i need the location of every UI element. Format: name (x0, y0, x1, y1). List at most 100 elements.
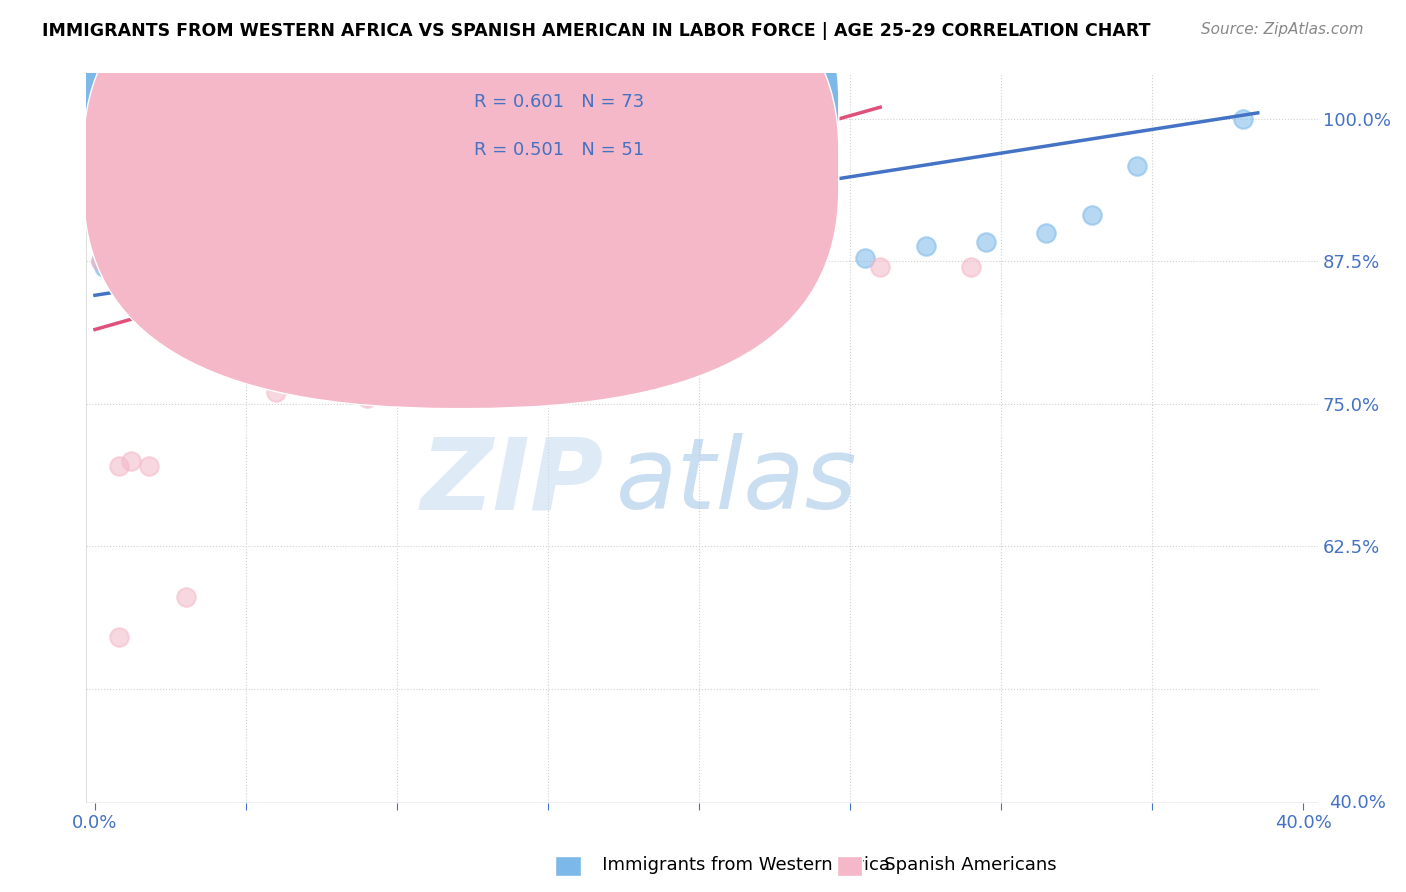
Point (959, 260, 981, 274)
Point (105, 254, 128, 268)
Point (114, 268, 136, 283)
Point (105, 262, 128, 277)
Point (150, 254, 173, 268)
Point (127, 254, 149, 268)
Point (96, 243, 118, 257)
Point (98, 248, 121, 262)
Point (90, 254, 112, 268)
Point (1126, 160, 1149, 174)
Point (461, 273, 484, 287)
Point (385, 277, 408, 291)
Point (264, 385, 287, 400)
Point (340, 376, 363, 390)
Point (159, 219, 181, 234)
Bar (450, 91, 720, 194)
Point (98, 254, 121, 268)
FancyBboxPatch shape (83, 0, 839, 359)
Point (162, 260, 184, 274)
Point (108, 251, 131, 265)
Point (114, 262, 136, 277)
Point (174, 591, 197, 605)
Point (153, 254, 176, 268)
Point (264, 191, 287, 205)
Point (111, 258, 134, 272)
Point (551, 251, 574, 265)
Point (974, 235, 997, 249)
Point (111, 268, 134, 283)
Point (204, 317, 226, 331)
Point (145, 258, 167, 272)
Point (853, 251, 876, 265)
Point (522, 283, 544, 297)
Point (217, 248, 239, 262)
Text: 40.0%: 40.0% (1329, 794, 1386, 812)
Point (93, 254, 115, 268)
Point (108, 459, 131, 474)
Point (108, 254, 131, 268)
Point (295, 317, 318, 331)
Point (198, 277, 221, 291)
FancyBboxPatch shape (83, 0, 839, 409)
Point (190, 260, 212, 274)
Point (98, 260, 121, 274)
Point (733, 251, 755, 265)
Text: atlas: atlas (616, 433, 858, 530)
Text: Immigrants from Western Africa: Immigrants from Western Africa (562, 855, 890, 873)
Point (174, 258, 197, 272)
Point (129, 260, 152, 274)
Point (193, 260, 215, 274)
Point (138, 260, 160, 274)
Point (240, 273, 263, 287)
Point (127, 262, 149, 277)
Point (105, 251, 128, 265)
Point (250, 260, 273, 274)
Point (869, 260, 891, 274)
Point (280, 260, 302, 274)
Point (356, 391, 378, 405)
Point (132, 258, 155, 272)
Point (114, 260, 136, 274)
Point (748, 260, 770, 274)
Point (111, 260, 134, 274)
Point (169, 293, 191, 308)
Point (627, 260, 650, 274)
Point (416, 260, 439, 274)
Point (122, 260, 145, 274)
Point (141, 260, 163, 274)
Point (105, 246, 128, 260)
Text: R = 0.501   N = 51: R = 0.501 N = 51 (474, 141, 644, 159)
Text: R = 0.501   N = 51: R = 0.501 N = 51 (474, 141, 644, 159)
Point (114, 254, 136, 268)
Text: R = 0.601   N = 73: R = 0.601 N = 73 (474, 93, 644, 112)
Text: Spanish Americans: Spanish Americans (844, 855, 1056, 873)
Text: Source: ZipAtlas.com: Source: ZipAtlas.com (1201, 22, 1364, 37)
Point (222, 260, 245, 274)
Point (93, 251, 115, 265)
Point (101, 248, 124, 262)
Point (98, 254, 121, 268)
Point (446, 260, 468, 274)
Point (135, 260, 157, 274)
Point (90, 254, 112, 268)
Point (117, 260, 139, 274)
Point (169, 268, 191, 283)
Point (1035, 226, 1057, 240)
Point (1232, 112, 1254, 126)
Point (122, 254, 145, 268)
Point (138, 265, 160, 279)
Point (108, 260, 131, 274)
Point (162, 258, 184, 272)
Point (114, 254, 136, 268)
Text: IMMIGRANTS FROM WESTERN AFRICA VS SPANISH AMERICAN IN LABOR FORCE | AGE 25-29 CO: IMMIGRANTS FROM WESTERN AFRICA VS SPANIS… (42, 22, 1150, 40)
Point (371, 260, 394, 274)
Point (120, 265, 142, 279)
Point (117, 268, 139, 283)
Point (129, 254, 152, 268)
Point (311, 260, 333, 274)
Point (111, 254, 134, 268)
Point (93, 248, 115, 262)
Point (101, 260, 124, 274)
Point (101, 258, 124, 272)
Point (120, 260, 142, 274)
Point (290, 251, 312, 265)
